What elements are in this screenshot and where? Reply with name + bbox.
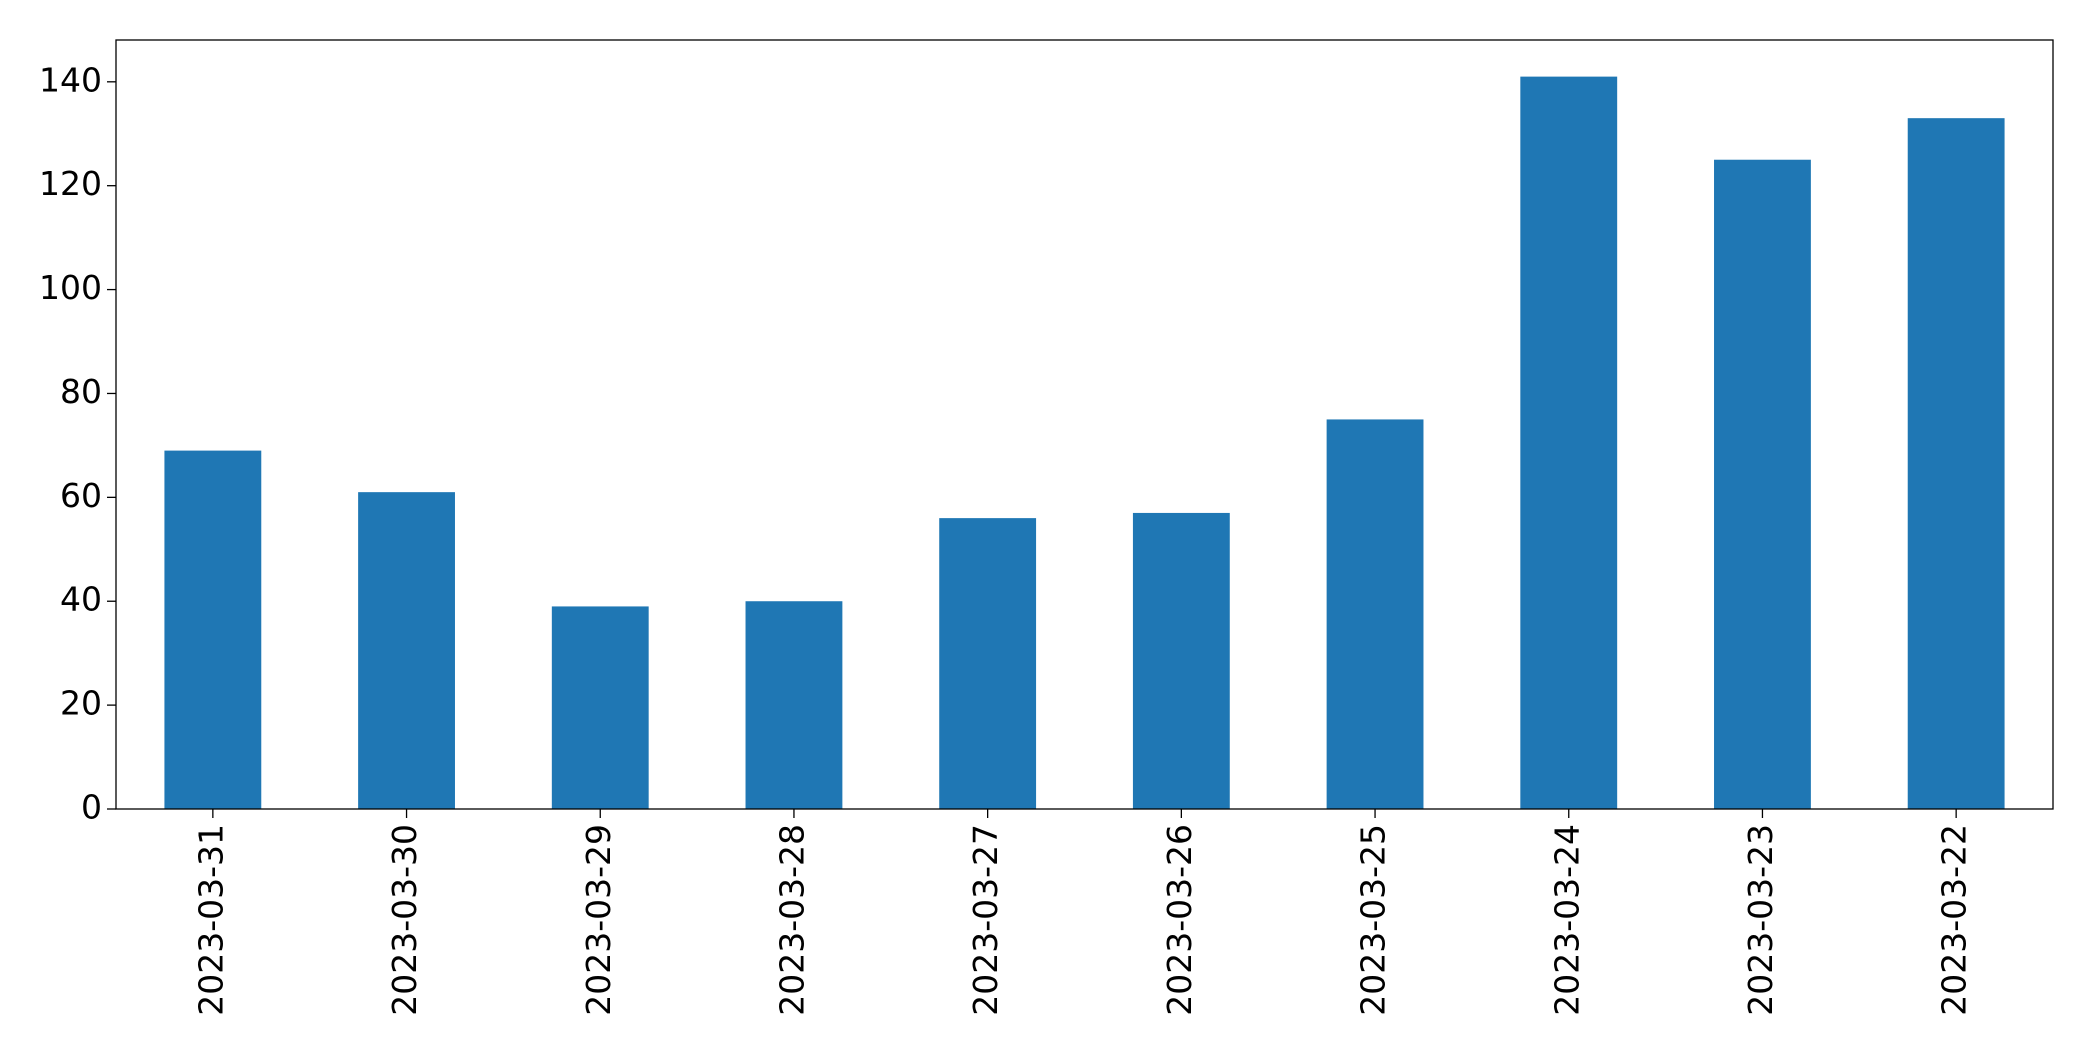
bar xyxy=(358,492,455,809)
y-tick-label: 0 xyxy=(81,788,102,827)
y-tick-label: 40 xyxy=(60,580,102,619)
y-tick-label: 80 xyxy=(60,372,102,411)
x-tick-label: 2023-03-25 xyxy=(1354,824,1393,1016)
bar xyxy=(164,450,262,809)
y-tick-label: 60 xyxy=(60,476,102,515)
x-tick-label: 2023-03-29 xyxy=(579,824,618,1016)
y-tick-label: 100 xyxy=(39,268,102,307)
bar xyxy=(1714,159,1811,810)
x-tick-label: 2023-03-30 xyxy=(385,824,424,1016)
bar xyxy=(1520,76,1618,810)
y-tick-label: 120 xyxy=(39,164,102,203)
x-tick-label: 2023-03-24 xyxy=(1547,824,1586,1016)
x-tick-label: 2023-03-22 xyxy=(1935,824,1974,1016)
bar xyxy=(939,518,1037,809)
y-tick-label: 140 xyxy=(39,60,102,99)
bar xyxy=(745,601,843,809)
x-tick-label: 2023-03-31 xyxy=(191,824,230,1016)
x-tick-label: 2023-03-28 xyxy=(772,824,811,1016)
x-tick-label: 2023-03-27 xyxy=(966,824,1005,1016)
bar xyxy=(1132,512,1230,809)
bar xyxy=(1907,118,2005,809)
y-tick-label: 20 xyxy=(60,684,102,723)
bar xyxy=(551,606,649,809)
x-tick-label: 2023-03-26 xyxy=(1160,824,1199,1016)
plot-frame xyxy=(115,39,2054,810)
bar xyxy=(1326,419,1424,809)
x-tick-label: 2023-03-23 xyxy=(1741,824,1780,1016)
